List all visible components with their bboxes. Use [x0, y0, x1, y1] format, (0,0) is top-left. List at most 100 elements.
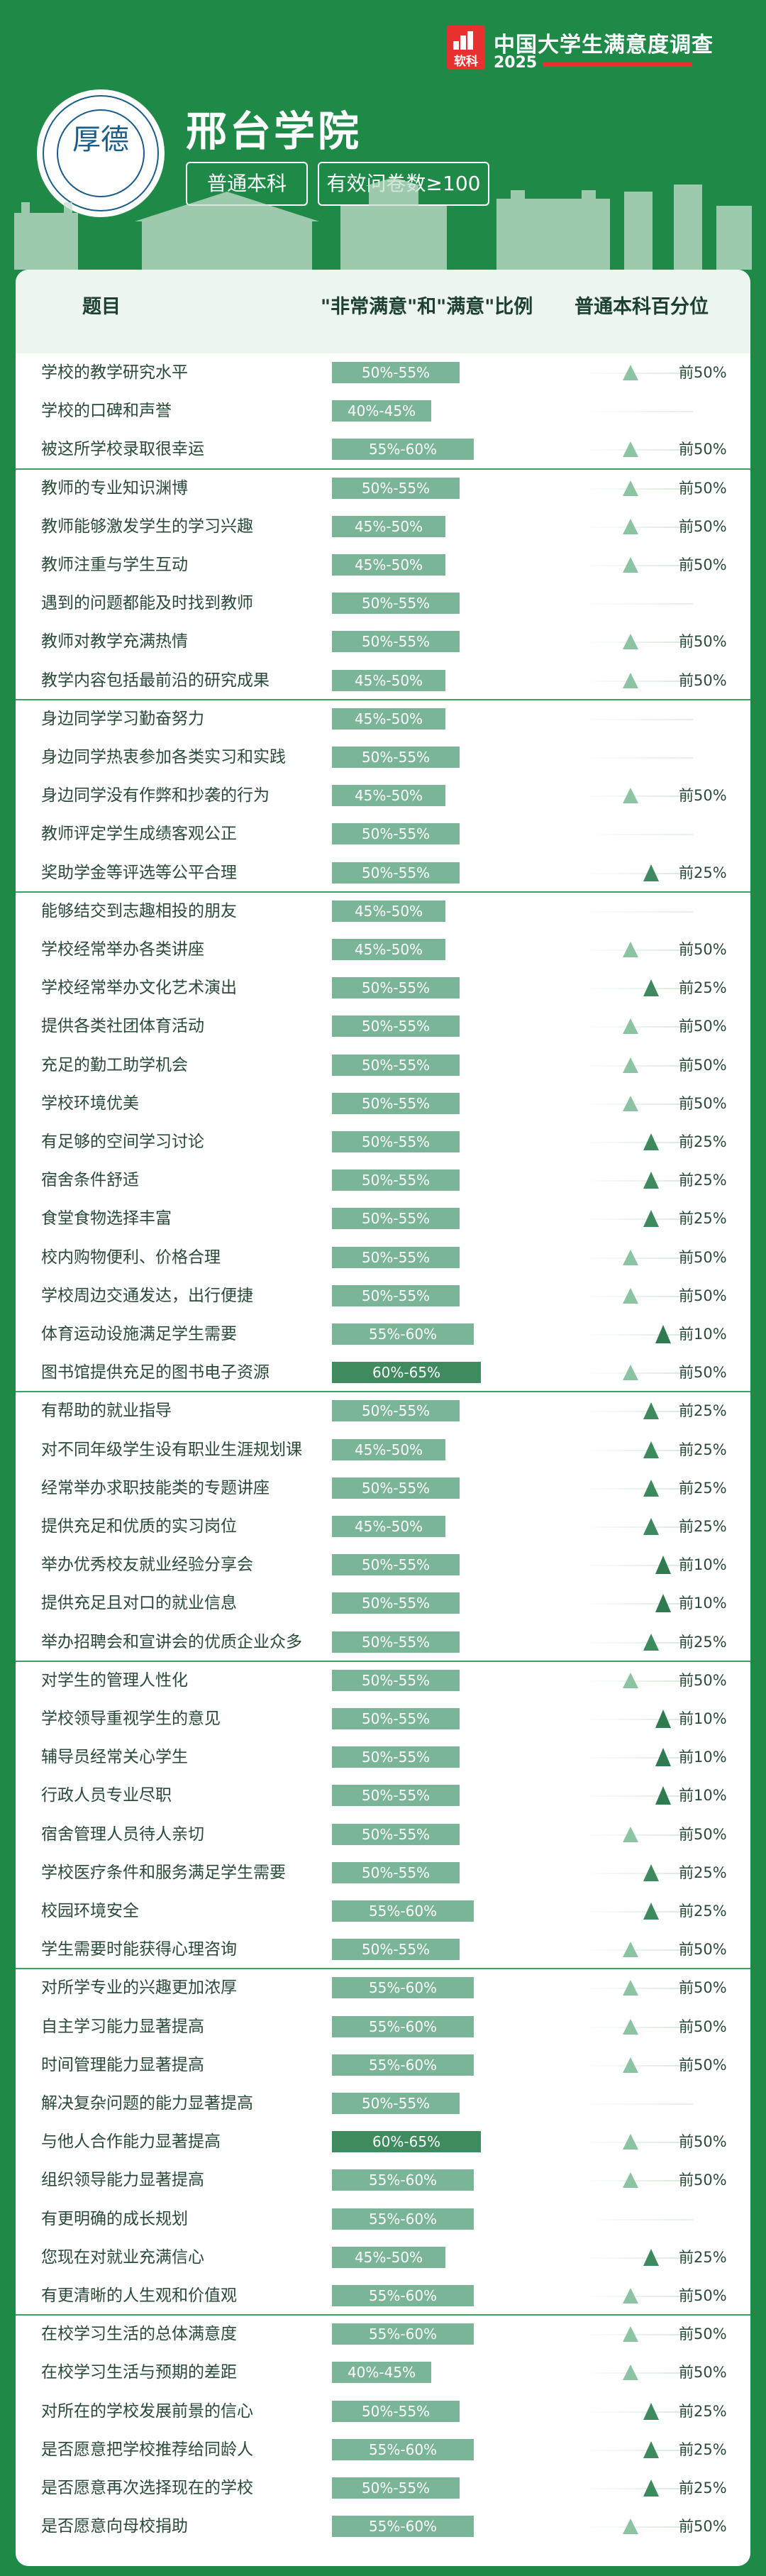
row-label: 学校医疗条件和服务满足学生需要 [41, 1863, 286, 1882]
row-label: 奖助学金等评选等公平合理 [41, 863, 237, 882]
percentile-label: 前50% [679, 2018, 727, 2035]
row-label: 时间管理能力显著提高 [41, 2055, 204, 2074]
row-label: 提供充足和优质的实习岗位 [41, 1517, 237, 1536]
row-label: 经常举办求职技能类的专题讲座 [41, 1478, 270, 1497]
range-bar: 40%-45% [332, 400, 431, 422]
range-bar: 50%-55% [332, 2093, 460, 2114]
brand-title: 中国大学生满意度调查 [494, 33, 714, 57]
table-row: 学校的教学研究水平 50%-55% 前50% [16, 353, 750, 392]
range-bar: 55%-60% [332, 2438, 474, 2460]
range-bar: 50%-55% [332, 1400, 460, 1422]
percentile-triangle-icon [623, 2057, 638, 2073]
percentile-triangle-icon [643, 2402, 659, 2420]
percentile-label: 前25% [679, 1903, 727, 1920]
percentile-triangle-icon [623, 1942, 638, 1958]
table-row: 对学生的管理人性化 50%-55% 前50% [16, 1661, 750, 1700]
range-bar: 50%-55% [332, 1631, 460, 1653]
percentile-label: 前25% [679, 2248, 727, 2266]
percentile-track [579, 834, 693, 836]
row-label: 遇到的问题都能及时找到教师 [41, 594, 253, 613]
range-bar: 60%-65% [332, 1362, 481, 1384]
percentile-triangle-icon [623, 1672, 638, 1688]
table-row: 与他人合作能力显著提高 60%-65% 前50% [16, 2123, 750, 2161]
table-row: 学校环境优美 50%-55% 前50% [16, 1084, 750, 1123]
range-bar: 50%-55% [332, 1939, 460, 1961]
percentile-track [579, 603, 693, 605]
percentile-label: 前50% [679, 441, 727, 458]
table-row: 被这所学校录取很幸运 55%-60% 前50% [16, 430, 750, 468]
row-label: 学校经常举办各类讲座 [41, 940, 204, 959]
percentile-label: 前10% [679, 1595, 727, 1612]
percentile-label: 前50% [679, 787, 727, 805]
percentile-label: 前10% [679, 1710, 727, 1727]
percentile-label: 前50% [679, 1825, 727, 1843]
row-label: 行政人员专业尽职 [41, 1786, 172, 1805]
percentile-triangle-icon [623, 2326, 638, 2343]
table-row: 解决复杂问题的能力显著提高 50%-55% [16, 2084, 750, 2123]
brand-year: 2025 [494, 54, 538, 72]
percentile-label: 前50% [679, 2364, 727, 2382]
percentile-label: 前50% [679, 2325, 727, 2343]
table-row: 教师评定学生成绩客观公正 50%-55% [16, 815, 750, 853]
row-label: 是否愿意再次选择现在的学校 [41, 2479, 253, 2497]
table-row: 提供各类社团体育活动 50%-55% 前50% [16, 1007, 750, 1045]
percentile-track [579, 1757, 693, 1759]
chart-bars-icon [453, 31, 479, 50]
table-header [16, 270, 750, 353]
range-bar: 45%-50% [332, 939, 445, 960]
table-row: 学校经常举办各类讲座 45%-50% 前50% [16, 930, 750, 969]
percentile-track [579, 411, 693, 413]
percentile-track [579, 2218, 693, 2220]
header-item: 题目 [82, 296, 121, 318]
table-row: 学校的口碑和声誉 40%-45% [16, 392, 750, 430]
table-row: 经常举办求职技能类的专题讲座 50%-55% 前25% [16, 1469, 750, 1507]
range-bar: 45%-50% [332, 554, 445, 576]
table-row: 教师注重与学生互动 45%-50% 前50% [16, 546, 750, 584]
table-row: 遇到的问题都能及时找到教师 50%-55% [16, 584, 750, 622]
range-bar: 50%-55% [332, 1669, 460, 1691]
brand-logo-text: 软科 [454, 55, 478, 69]
table-row: 身边同学热衷参加各类实习和实践 50%-55% [16, 738, 750, 776]
range-bar: 50%-55% [332, 631, 460, 653]
percentile-track [579, 2449, 693, 2451]
range-bar: 50%-55% [332, 1823, 460, 1845]
range-bar: 50%-55% [332, 1592, 460, 1614]
row-label: 有更清晰的人生观和价值观 [41, 2286, 237, 2305]
percentile-triangle-icon [623, 1018, 638, 1035]
percentile-triangle-icon [643, 1518, 659, 1535]
percentile-triangle-icon [643, 2479, 659, 2497]
percentile-label: 前10% [679, 1556, 727, 1574]
percentile-track [579, 1603, 693, 1605]
group-separator [16, 698, 750, 700]
percentile-label: 前50% [679, 2172, 727, 2189]
range-bar: 45%-50% [332, 1438, 445, 1460]
percentile-triangle-icon [623, 788, 638, 804]
percentile-triangle-icon [643, 2440, 659, 2458]
table-row: 举办优秀校友就业经验分享会 50%-55% 前10% [16, 1546, 750, 1584]
percentile-label: 前50% [679, 1018, 727, 1035]
range-bar: 40%-45% [332, 2362, 431, 2384]
percentile-track [579, 718, 693, 720]
table-row: 有帮助的就业指导 50%-55% 前25% [16, 1392, 750, 1430]
percentile-triangle-icon [643, 864, 659, 881]
brand-underline [543, 62, 692, 67]
range-bar: 50%-55% [332, 1708, 460, 1729]
table-row: 校园环境安全 55%-60% 前25% [16, 1892, 750, 1930]
percentile-track [579, 2488, 693, 2489]
row-label: 被这所学校录取很幸运 [41, 440, 204, 459]
percentile-triangle-icon [643, 1864, 659, 1881]
row-label: 宿舍管理人员待人亲切 [41, 1824, 204, 1844]
table-row: 有足够的空间学习讨论 50%-55% 前25% [16, 1123, 750, 1161]
row-label: 提供各类社团体育活动 [41, 1017, 204, 1036]
percentile-triangle-icon [623, 1826, 638, 1842]
range-bar: 45%-50% [332, 515, 445, 537]
percentile-triangle-icon [643, 2248, 659, 2266]
range-bar: 50%-55% [332, 1246, 460, 1268]
table-row: 校内购物便利、价格合理 50%-55% 前50% [16, 1238, 750, 1277]
percentile-track [579, 1526, 693, 1528]
range-bar: 50%-55% [332, 2477, 460, 2499]
table-row: 图书馆提供充足的图书电子资源 60%-65% 前50% [16, 1353, 750, 1392]
table-row: 能够结交到志趣相投的朋友 45%-50% [16, 892, 750, 930]
percentile-track [579, 1334, 693, 1336]
percentile-label: 前25% [679, 1518, 727, 1535]
